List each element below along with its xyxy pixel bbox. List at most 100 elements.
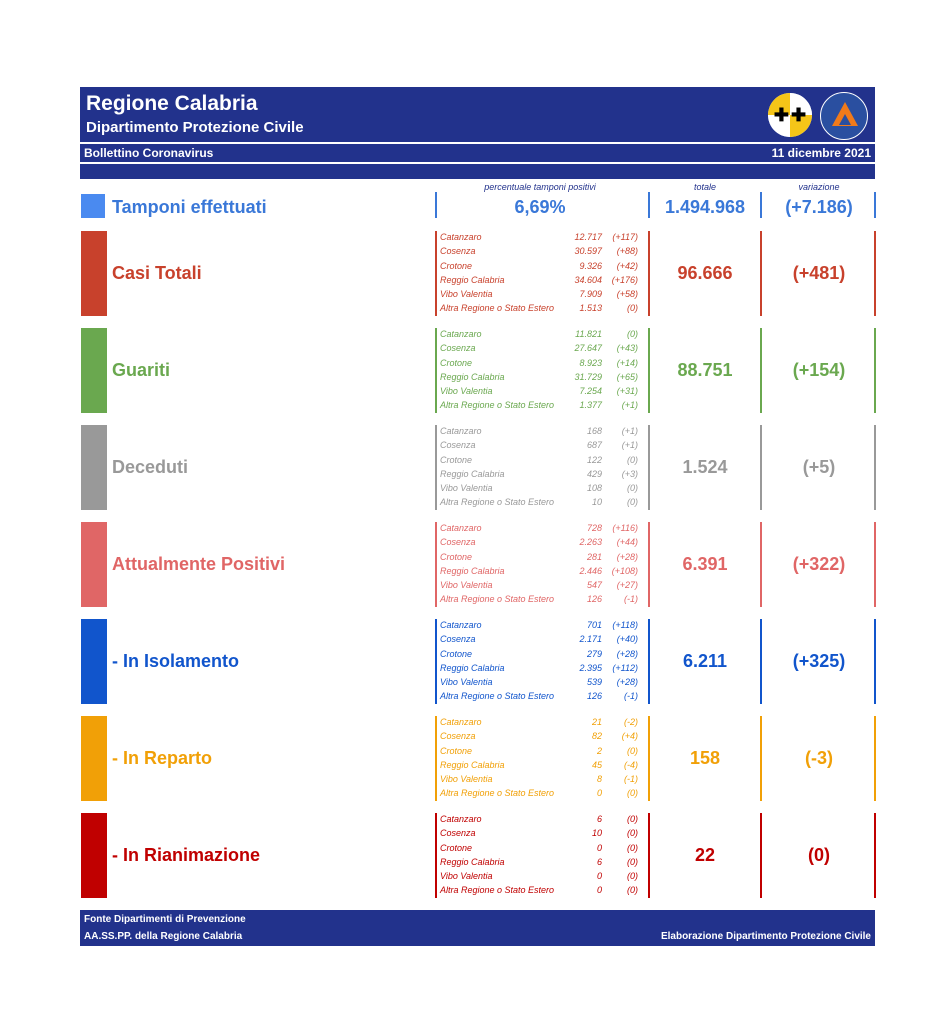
province-delta: (0) bbox=[627, 454, 638, 465]
province-row: Altra Regione o Stato Estero 1.513 (0) bbox=[439, 301, 649, 315]
province-name: Catanzaro bbox=[440, 814, 482, 824]
province-value: 8.923 bbox=[579, 357, 602, 368]
province-list: Catanzaro 12.717 (+117) Cosenza 30.597 (+88) C… bbox=[439, 230, 649, 315]
province-list: Catanzaro 728 (+116) Cosenza 2.263 (+44) Croto… bbox=[439, 521, 649, 606]
province-value: 0 bbox=[596, 842, 602, 853]
province-delta: (+40) bbox=[616, 634, 638, 645]
province-value: 2.263 bbox=[579, 537, 602, 548]
province-name: Catanzaro bbox=[440, 717, 482, 727]
divider bbox=[874, 328, 876, 413]
province-delta: (0) bbox=[627, 842, 638, 853]
province-row: Vibo Valentia 108 (0) bbox=[439, 481, 649, 495]
province-row: Reggio Calabria 34.604 (+176) bbox=[439, 273, 649, 287]
province-name: Catanzaro bbox=[440, 620, 482, 630]
province-delta: (+112) bbox=[612, 662, 638, 673]
province-name: Crotone bbox=[440, 260, 473, 271]
bulletin-label: Bollettino Coronavirus bbox=[84, 146, 214, 160]
province-row: Vibo Valentia 7.254 (+31) bbox=[439, 384, 649, 398]
province-list: Catanzaro 701 (+118) Cosenza 2.171 (+40) Croto… bbox=[439, 618, 649, 703]
province-value: 126 bbox=[586, 691, 602, 702]
province-row: Vibo Valentia 539 (+28) bbox=[439, 675, 649, 689]
province-row: Catanzaro 701 (+118) bbox=[439, 618, 649, 632]
column-header-total: totale bbox=[693, 182, 717, 192]
footer-credit: Elaborazione Dipartimento Protezione Civ… bbox=[660, 931, 871, 942]
province-delta: (+28) bbox=[616, 648, 638, 659]
province-delta: (+108) bbox=[611, 565, 638, 576]
province-list: Catanzaro 11.821 (0) Cosenza 27.647 (+43) Crot… bbox=[439, 327, 649, 412]
province-name: Altra Regione o Stato Estero bbox=[440, 400, 555, 411]
province-row: Altra Regione o Stato Estero 126 (-1) bbox=[439, 689, 649, 703]
divider bbox=[648, 328, 650, 413]
province-name: Reggio Calabria bbox=[440, 565, 505, 576]
province-name: Vibo Valentia bbox=[440, 774, 493, 785]
divider bbox=[760, 813, 762, 898]
column-header-pct: percentuale tamponi positivi bbox=[484, 182, 596, 192]
province-row: Vibo Valentia 7.909 (+58) bbox=[439, 287, 649, 301]
province-name: Reggio Calabria bbox=[440, 371, 505, 382]
province-delta: (+31) bbox=[616, 386, 638, 397]
province-value: 31.729 bbox=[574, 371, 602, 382]
province-name: Crotone bbox=[440, 454, 473, 465]
province-value: 8 bbox=[596, 774, 602, 785]
tamponi-variation: (+7.186) bbox=[785, 197, 853, 217]
province-delta: (0) bbox=[627, 303, 638, 314]
province-row: Cosenza 27.647 (+43) bbox=[439, 341, 649, 355]
province-name: Cosenza bbox=[440, 440, 476, 451]
province-name: Crotone bbox=[440, 357, 473, 368]
province-value: 7.254 bbox=[579, 386, 602, 397]
section-total: 22 bbox=[694, 845, 716, 865]
province-name: Vibo Valentia bbox=[440, 289, 493, 300]
province-name: Reggio Calabria bbox=[440, 856, 505, 867]
divider bbox=[874, 716, 876, 801]
province-row: Cosenza 687 (+1) bbox=[439, 438, 649, 452]
province-delta: (+44) bbox=[616, 537, 638, 548]
province-value: 6 bbox=[596, 856, 602, 867]
province-value: 279 bbox=[586, 648, 602, 659]
province-row: Crotone 281 (+28) bbox=[439, 550, 649, 564]
province-delta: (+118) bbox=[612, 620, 638, 630]
divider bbox=[648, 522, 650, 607]
divider bbox=[874, 522, 876, 607]
province-value: 701 bbox=[586, 620, 602, 630]
province-row: Altra Regione o Stato Estero 0 (0) bbox=[439, 883, 649, 897]
tamponi-marker bbox=[81, 194, 105, 218]
province-delta: (0) bbox=[627, 745, 638, 756]
province-value: 45 bbox=[591, 759, 602, 770]
province-row: Vibo Valentia 0 (0) bbox=[439, 869, 649, 883]
section-color-bar bbox=[81, 522, 107, 607]
section-label: - In Reparto bbox=[112, 748, 213, 768]
province-delta: (0) bbox=[627, 497, 638, 508]
province-delta: (+88) bbox=[616, 246, 638, 257]
province-value: 0 bbox=[596, 885, 602, 896]
divider bbox=[874, 231, 876, 316]
section-label: Guariti bbox=[112, 360, 171, 380]
province-delta: (0) bbox=[627, 871, 638, 882]
province-delta: (0) bbox=[627, 788, 638, 799]
province-row: Cosenza 82 (+4) bbox=[439, 729, 649, 743]
province-row: Vibo Valentia 8 (-1) bbox=[439, 772, 649, 786]
divider bbox=[760, 425, 762, 510]
province-name: Crotone bbox=[440, 551, 473, 562]
province-name: Cosenza bbox=[440, 537, 476, 548]
province-name: Crotone bbox=[440, 842, 473, 853]
divider bbox=[874, 619, 876, 704]
province-delta: (-1) bbox=[624, 691, 638, 702]
province-value: 10 bbox=[591, 497, 602, 508]
section-label: Deceduti bbox=[112, 457, 189, 477]
province-row: Reggio Calabria 6 (0) bbox=[439, 855, 649, 869]
section-color-bar bbox=[81, 328, 107, 413]
province-delta: (+28) bbox=[616, 551, 638, 562]
province-row: Reggio Calabria 429 (+3) bbox=[439, 467, 649, 481]
divider bbox=[648, 716, 650, 801]
province-value: 2.446 bbox=[579, 565, 602, 576]
divider bbox=[648, 192, 650, 218]
province-name: Reggio Calabria bbox=[440, 662, 505, 673]
province-name: Crotone bbox=[440, 648, 473, 659]
civil-protection-logo-icon bbox=[820, 92, 868, 140]
section-total: 88.751 bbox=[677, 360, 733, 380]
province-value: 687 bbox=[586, 440, 602, 451]
province-row: Catanzaro 728 (+116) bbox=[439, 521, 649, 535]
divider bbox=[435, 231, 437, 316]
province-row: Catanzaro 11.821 (0) bbox=[439, 327, 649, 341]
province-name: Catanzaro bbox=[440, 232, 482, 242]
